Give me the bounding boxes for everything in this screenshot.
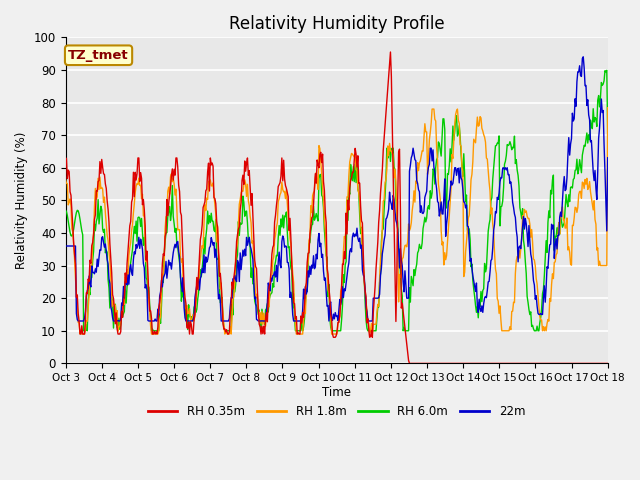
X-axis label: Time: Time [322, 386, 351, 399]
Text: TZ_tmet: TZ_tmet [68, 49, 129, 62]
Y-axis label: Relativity Humidity (%): Relativity Humidity (%) [15, 132, 28, 269]
Title: Relativity Humidity Profile: Relativity Humidity Profile [228, 15, 444, 33]
Legend: RH 0.35m, RH 1.8m, RH 6.0m, 22m: RH 0.35m, RH 1.8m, RH 6.0m, 22m [143, 400, 530, 423]
